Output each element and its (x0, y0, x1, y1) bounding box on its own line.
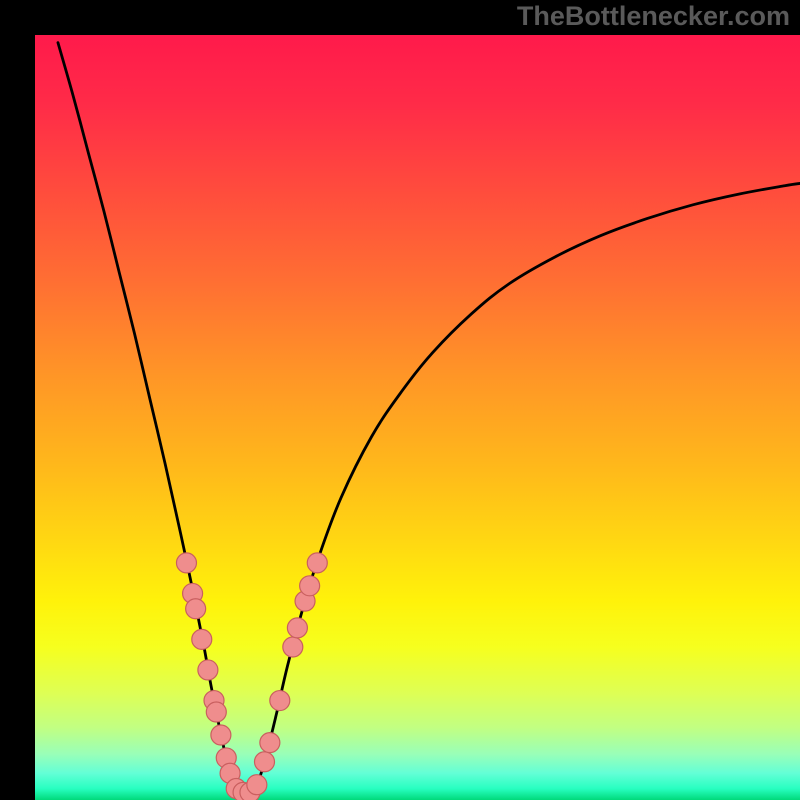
data-marker (270, 691, 290, 711)
data-marker (211, 725, 231, 745)
data-marker (260, 733, 280, 753)
data-marker (247, 775, 267, 795)
bottleneck-chart: TheBottlenecker.com (0, 0, 800, 800)
data-marker (186, 599, 206, 619)
data-marker (176, 553, 196, 573)
data-marker (300, 576, 320, 596)
data-marker (255, 752, 275, 772)
data-marker (192, 629, 212, 649)
plot-background-gradient (35, 35, 800, 800)
data-marker (283, 637, 303, 657)
data-marker (198, 660, 218, 680)
data-marker (287, 618, 307, 638)
data-marker (206, 702, 226, 722)
data-marker (307, 553, 327, 573)
watermark-text: TheBottlenecker.com (517, 1, 790, 31)
chart-root: TheBottlenecker.com (0, 0, 800, 800)
